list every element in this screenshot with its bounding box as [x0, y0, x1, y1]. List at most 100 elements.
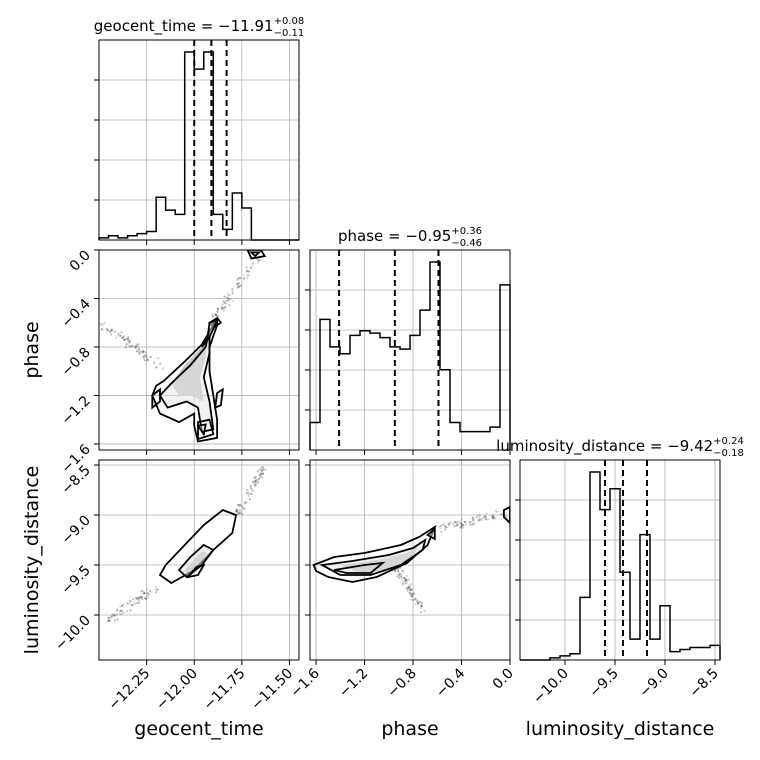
tick-label-x-luminosity_distance-0: −10.0: [530, 666, 572, 708]
contour-4: [503, 505, 510, 525]
scatter-point: [256, 470, 259, 473]
scatter-point: [400, 577, 403, 580]
tick-label-x-phase-1: −1.2: [336, 666, 371, 701]
scatter-point: [238, 504, 241, 507]
scatter-point: [235, 510, 238, 513]
scatter-point: [492, 515, 495, 518]
scatter-point: [243, 507, 246, 510]
title-luminosity_distance-lower: −0.18: [713, 448, 744, 459]
scatter-point: [227, 298, 230, 301]
title-phase-main: phase = −0.95: [338, 227, 451, 245]
scatter-point: [145, 355, 148, 358]
scatter-point: [250, 492, 253, 495]
scatter-point: [128, 340, 131, 343]
tick-label-x-geocent_time-1: −12.00: [153, 666, 201, 714]
scatter-point: [117, 334, 120, 337]
scatter-point: [121, 604, 124, 608]
scatter-point: [214, 313, 218, 316]
scatter-point: [492, 514, 495, 517]
scatter-point: [135, 345, 138, 348]
scatter-point: [134, 345, 137, 348]
scatter-point: [246, 274, 250, 277]
scatter-point: [139, 596, 142, 600]
scatter-point: [471, 517, 474, 520]
scatter-point: [129, 599, 132, 603]
scatter-point: [115, 613, 119, 616]
scatter-point: [408, 586, 411, 589]
scatter-point: [439, 524, 442, 527]
scatter-point: [477, 514, 480, 517]
scatter-point: [464, 521, 467, 524]
scatter-point: [237, 509, 240, 512]
scatter-point: [237, 282, 240, 285]
scatter-point: [253, 480, 256, 483]
scatter-point: [143, 592, 146, 595]
scatter-point: [398, 572, 401, 575]
contour-9: [249, 251, 262, 258]
scatter-point: [143, 354, 147, 357]
contour-0: [158, 508, 238, 585]
scatter-point: [407, 591, 410, 595]
title-luminosity_distance-upper: +0.24: [713, 436, 744, 447]
scatter-point: [127, 337, 130, 340]
scatter-point: [452, 522, 455, 525]
scatter-point: [137, 598, 140, 602]
scatter-point: [106, 329, 109, 332]
scatter-point: [259, 467, 262, 470]
scatter-point: [480, 518, 483, 521]
tick-label-y-phase-3: −0.4: [58, 296, 93, 331]
scatter-point: [420, 606, 423, 610]
scatter-point: [153, 361, 156, 364]
scatter-point: [409, 598, 412, 601]
scatter-point: [407, 584, 410, 587]
scatter-point: [220, 307, 223, 310]
scatter-point: [261, 472, 264, 476]
scatter-point: [400, 572, 403, 576]
scatter-point: [112, 614, 116, 617]
scatter-point: [239, 511, 242, 514]
scatter-point: [492, 515, 495, 518]
scatter-point: [128, 345, 132, 348]
scatter-point: [119, 334, 122, 338]
scatter-point: [229, 297, 232, 301]
scatter-point: [118, 612, 121, 615]
scatter-point: [113, 614, 116, 617]
scatter-point: [482, 517, 485, 520]
scatter-point: [440, 530, 443, 533]
title-luminosity_distance: luminosity_distance = −9.42+0.24 −0.18: [496, 436, 744, 459]
scatter-point: [231, 288, 234, 291]
scatter-point: [458, 525, 461, 529]
scatter-point: [257, 259, 260, 262]
scatter-point: [475, 516, 478, 519]
scatter-point: [124, 344, 127, 347]
tick-label-y-phase-1: −1.2: [58, 393, 93, 428]
scatter-point: [251, 265, 254, 268]
scatter-point: [259, 473, 263, 476]
scatter-point: [423, 609, 426, 613]
contour-1: [177, 543, 215, 579]
scatter-point: [134, 346, 137, 349]
scatter-point: [248, 498, 251, 501]
scatter-point: [396, 575, 399, 578]
scatter-point: [127, 335, 130, 339]
scatter-point: [413, 598, 416, 602]
scatter-point: [138, 601, 141, 604]
tick-label-x-luminosity_distance-1: −9.5: [586, 666, 621, 701]
scatter-point: [244, 502, 247, 505]
tick-label-y-luminosity_distance-1: −9.5: [58, 563, 93, 598]
scatter-point: [456, 523, 459, 526]
scatter-point: [116, 609, 119, 612]
scatter-point: [258, 476, 261, 480]
scatter-point: [136, 343, 139, 346]
scatter-point: [249, 487, 252, 490]
scatter-point: [245, 266, 248, 269]
contour-3: [426, 527, 436, 541]
scatter-point: [146, 358, 149, 361]
scatter-point: [237, 277, 240, 280]
scatter-point: [261, 472, 265, 475]
histogram-luminosity_distance: [520, 471, 721, 661]
scatter-point: [505, 515, 508, 518]
scatter-point: [119, 605, 122, 608]
scatter-point: [228, 294, 232, 297]
scatter-point: [137, 343, 140, 346]
